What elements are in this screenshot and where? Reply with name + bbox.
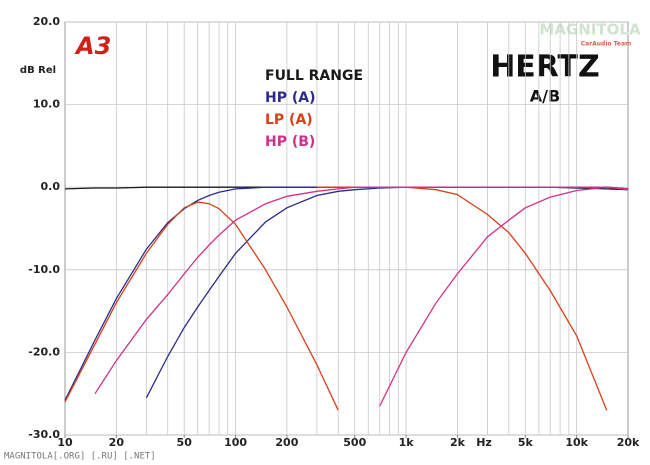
series-line: [379, 186, 629, 407]
x-tick-label: 20: [109, 436, 125, 449]
x-tick-label: 10k: [565, 436, 588, 449]
y-tick-label: -20.0: [28, 345, 60, 358]
legend-entry: LP (A): [265, 112, 313, 128]
chart-title: HERTZ: [490, 50, 600, 85]
legend-entry: FULL RANGE: [265, 68, 363, 84]
y-tick-label: -10.0: [28, 263, 60, 276]
legend-entry: HP (B): [265, 134, 315, 150]
x-tick-label: 500: [343, 436, 366, 449]
x-tick-label: 200: [275, 436, 298, 449]
y-label: dB Rel: [20, 65, 56, 76]
series-line: [94, 186, 629, 395]
series-line: [64, 201, 339, 411]
x-tick-label: 2k: [450, 436, 466, 449]
footer: MAGNITOLA[.ORG] [.RU] [.NET]: [4, 452, 156, 462]
legend-entry: HP (A): [265, 90, 315, 106]
x-tick-label: 10: [57, 436, 73, 449]
y-tick-label: 10.0: [33, 98, 60, 111]
x-tick-label: 100: [224, 436, 247, 449]
y-tick-label: 20.0: [33, 15, 60, 28]
logo: A3: [74, 32, 111, 60]
y-tick-label: -30.0: [28, 428, 60, 441]
y-tick-label: 0.0: [41, 180, 61, 193]
watermark-sub: CarAudio Team: [581, 41, 632, 48]
chart-subtitle: A/B: [530, 87, 560, 106]
x-tick-label: 50: [177, 436, 193, 449]
x-tick-label: 1k: [399, 436, 415, 449]
x-tick-label: 5k: [518, 436, 534, 449]
plot-frame: [64, 21, 629, 436]
x-label: Hz: [476, 436, 492, 449]
x-tick-label: 20k: [617, 436, 640, 449]
watermark: MAGNITOLA: [539, 21, 641, 39]
